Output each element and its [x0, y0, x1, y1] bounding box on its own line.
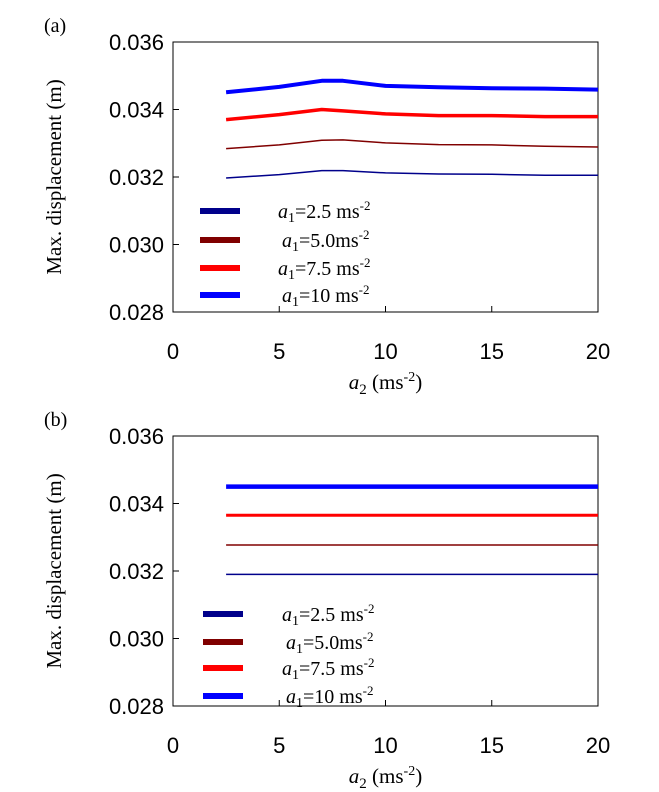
series-line-1 [226, 169, 598, 179]
y-tick-label: 0.034 [109, 98, 164, 123]
chart-panel-b: 0.028 0.030 0.032 0.034 0.036 0 5 10 15 20 Max. di… [42, 409, 610, 792]
legend-label-1: a1=2.5 ms-2 [282, 601, 374, 629]
series-line-3 [225, 107, 598, 122]
y-tick-label: 0.028 [109, 300, 164, 325]
y-axis-label: Max. displacement (m) [42, 79, 66, 274]
y-tick-label: 0.036 [109, 30, 164, 55]
x-tick-label: 10 [373, 339, 397, 364]
x-tick-label: 15 [480, 733, 504, 758]
x-tick-label: 5 [273, 733, 285, 758]
legend: a1=2.5 ms-2a1=5.0ms-2a1=7.5 ms-2a1=10 ms… [200, 198, 370, 310]
x-axis-label: a2 (ms-2) [349, 370, 422, 398]
y-tick-label: 0.036 [109, 424, 164, 449]
y-tick-label: 0.028 [109, 694, 164, 719]
x-tick-label: 20 [586, 733, 610, 758]
y-axis-label: Max. displacement (m) [42, 473, 66, 668]
legend-label-2: a1=5.0ms-2 [286, 629, 373, 657]
y-tick-label: 0.032 [109, 165, 164, 190]
x-tick-label: 20 [586, 339, 610, 364]
legend-label-1: a1=2.5 ms-2 [278, 198, 370, 226]
x-axis-label: a2 (ms-2) [349, 764, 422, 792]
legend-label-4: a1=10 ms-2 [286, 683, 373, 711]
chart-panel-a: 0.028 0.030 0.032 0.034 0.036 0 5 10 15 20 Max. di… [42, 15, 610, 398]
y-tick-label: 0.032 [109, 559, 164, 584]
x-tick-label: 5 [273, 339, 285, 364]
series-line-2 [226, 139, 599, 150]
x-tick-label: 10 [373, 733, 397, 758]
y-tick-label: 0.030 [109, 233, 164, 258]
legend-label-3: a1=7.5 ms-2 [282, 655, 374, 683]
x-tick-label: 0 [167, 733, 179, 758]
y-tick-label: 0.034 [109, 492, 164, 517]
legend-label-4: a1=10 ms-2 [282, 282, 369, 310]
y-tick-label: 0.030 [109, 627, 164, 652]
x-tick-label: 0 [167, 339, 179, 364]
legend-label-3: a1=7.5 ms-2 [278, 255, 370, 283]
series-line-4 [225, 78, 599, 95]
legend-label-2: a1=5.0ms-2 [282, 227, 369, 255]
legend: a1=2.5 ms-2a1=5.0ms-2a1=7.5 ms-2a1=10 ms… [203, 601, 374, 711]
x-tick-label: 15 [480, 339, 504, 364]
panel-label: (a) [44, 15, 66, 37]
panel-label: (b) [44, 409, 67, 431]
